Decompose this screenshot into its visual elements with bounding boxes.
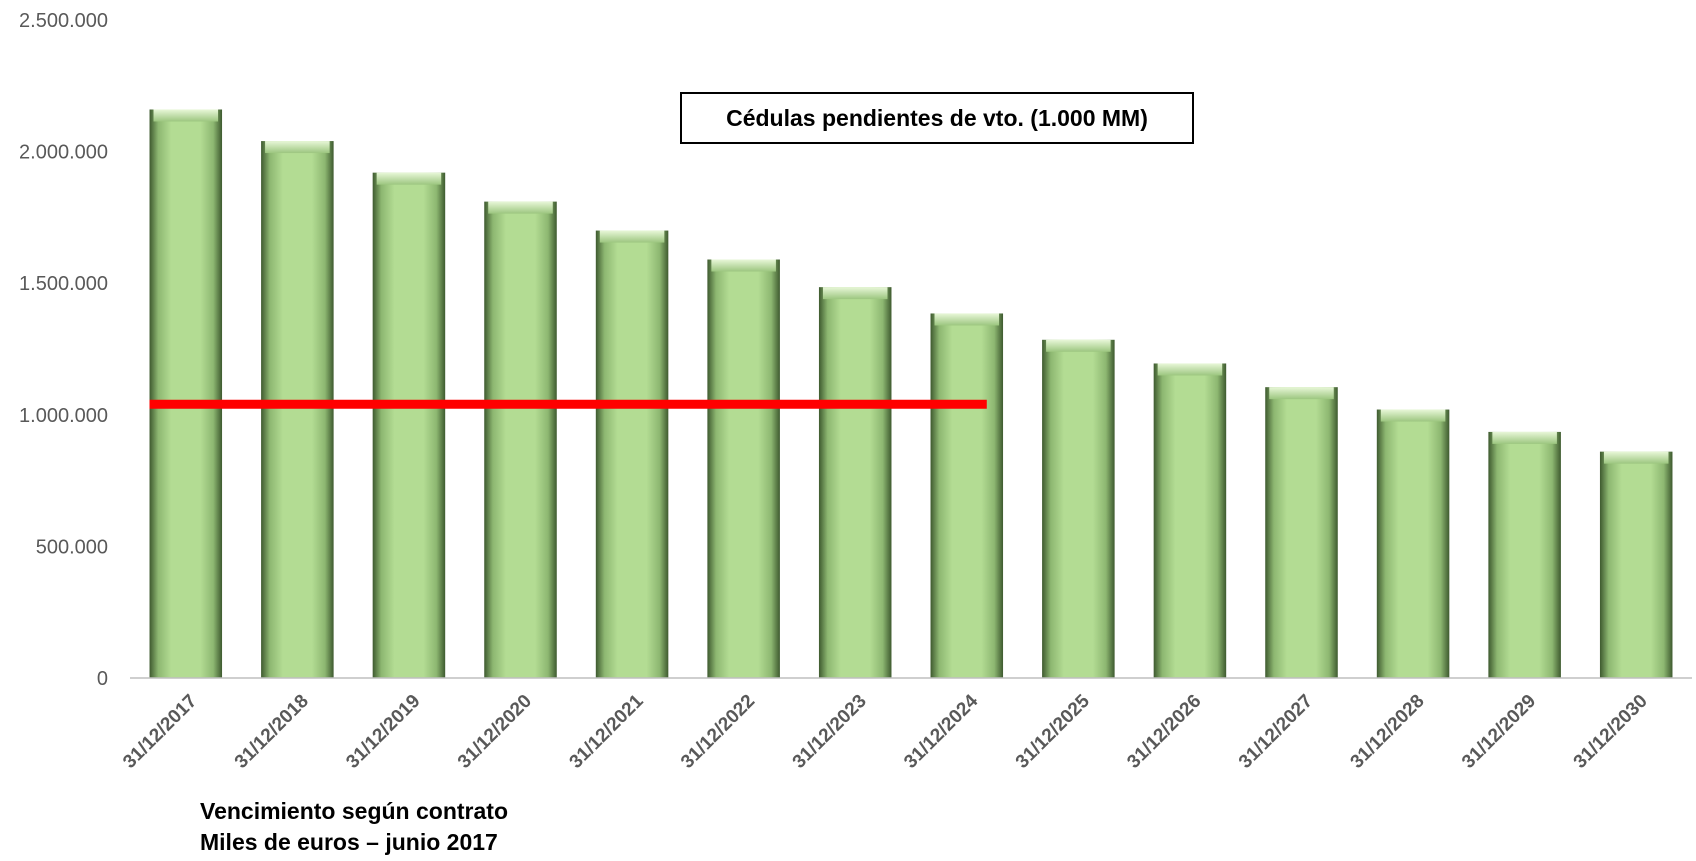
bar-cap [1157,363,1223,376]
caption-line-1: Vencimiento según contrato [200,798,508,824]
bar-cap [1046,339,1111,352]
bar-31/12/2025 [1042,339,1115,678]
bar-31/12/2026 [1153,363,1227,678]
bar-cap [376,172,442,185]
x-tick-label: 31/12/2021 [566,690,648,772]
bar-cap [153,109,219,122]
bar [1488,431,1561,678]
bar [707,259,780,678]
bar-31/12/2029 [1488,431,1561,678]
bar [818,287,892,678]
x-tick-label: 31/12/2028 [1347,691,1429,773]
bars [149,109,1673,679]
bar [1265,387,1338,678]
bar-cap [934,313,1000,326]
bar-31/12/2022 [707,259,780,678]
x-tick-label: 31/12/2027 [1235,691,1317,773]
bar-31/12/2030 [1599,451,1673,678]
bar [1376,409,1450,678]
bar-cap [488,201,553,214]
y-axis: 0 500.000 1.000.000 1.500.000 2.000.000 2.500… [19,10,108,690]
bar-31/12/2017 [149,109,223,679]
x-tick-label: 31/12/2018 [231,691,313,773]
bar [1599,451,1673,678]
x-tick-label: 31/12/2026 [1123,691,1205,773]
bar [484,201,557,678]
x-tick-label: 31/12/2017 [119,691,201,773]
x-tick-label: 31/12/2030 [1570,691,1652,773]
bar-31/12/2019 [372,172,446,678]
x-tick-label: 31/12/2025 [1012,690,1094,772]
bar-cap [822,287,888,300]
bar-cap [1603,451,1669,464]
y-tick-label: 2.000.000 [19,142,108,164]
x-tick-label: 31/12/2019 [342,691,424,773]
x-tick-label: 31/12/2022 [677,691,759,773]
bar [1042,339,1115,678]
y-tick-label: 2.500.000 [19,10,108,32]
y-tick-label: 500.000 [36,536,108,558]
bar-cap [1492,431,1557,444]
x-tick-label: 31/12/2020 [454,691,536,773]
y-tick-label: 0 [97,668,108,690]
bar-cap [711,259,776,272]
bar-cap [265,141,330,154]
bar [930,313,1004,678]
bar [1153,363,1227,678]
x-axis: 31/12/2017 31/12/2018 31/12/2019 31/12/2020… [119,677,1692,773]
y-tick-label: 1.000.000 [19,405,108,427]
y-tick-label: 1.500.000 [19,273,108,295]
bar-31/12/2027 [1265,387,1338,678]
bar-cap [1380,409,1446,422]
bar-31/12/2020 [484,201,557,678]
bar-31/12/2028 [1376,409,1450,678]
bar-31/12/2024 [930,313,1004,678]
bar-cap [1269,387,1334,400]
x-tick-label: 31/12/2023 [789,691,871,773]
bar [595,230,669,678]
bar-31/12/2021 [595,230,669,678]
bar-31/12/2023 [818,287,892,678]
x-tick-label: 31/12/2024 [900,690,982,772]
x-tick-label: 31/12/2029 [1458,691,1540,773]
reference-line-legend: Cédulas pendientes de vto. (1.000 MM) [680,92,1194,144]
reference-line-label: Cédulas pendientes de vto. (1.000 MM) [726,104,1148,131]
bar [261,141,334,678]
bar-31/12/2018 [261,141,334,678]
bar [149,109,223,679]
bar-cap [599,230,665,243]
caption-line-2: Miles de euros – junio 2017 [200,829,498,855]
bar [372,172,446,678]
